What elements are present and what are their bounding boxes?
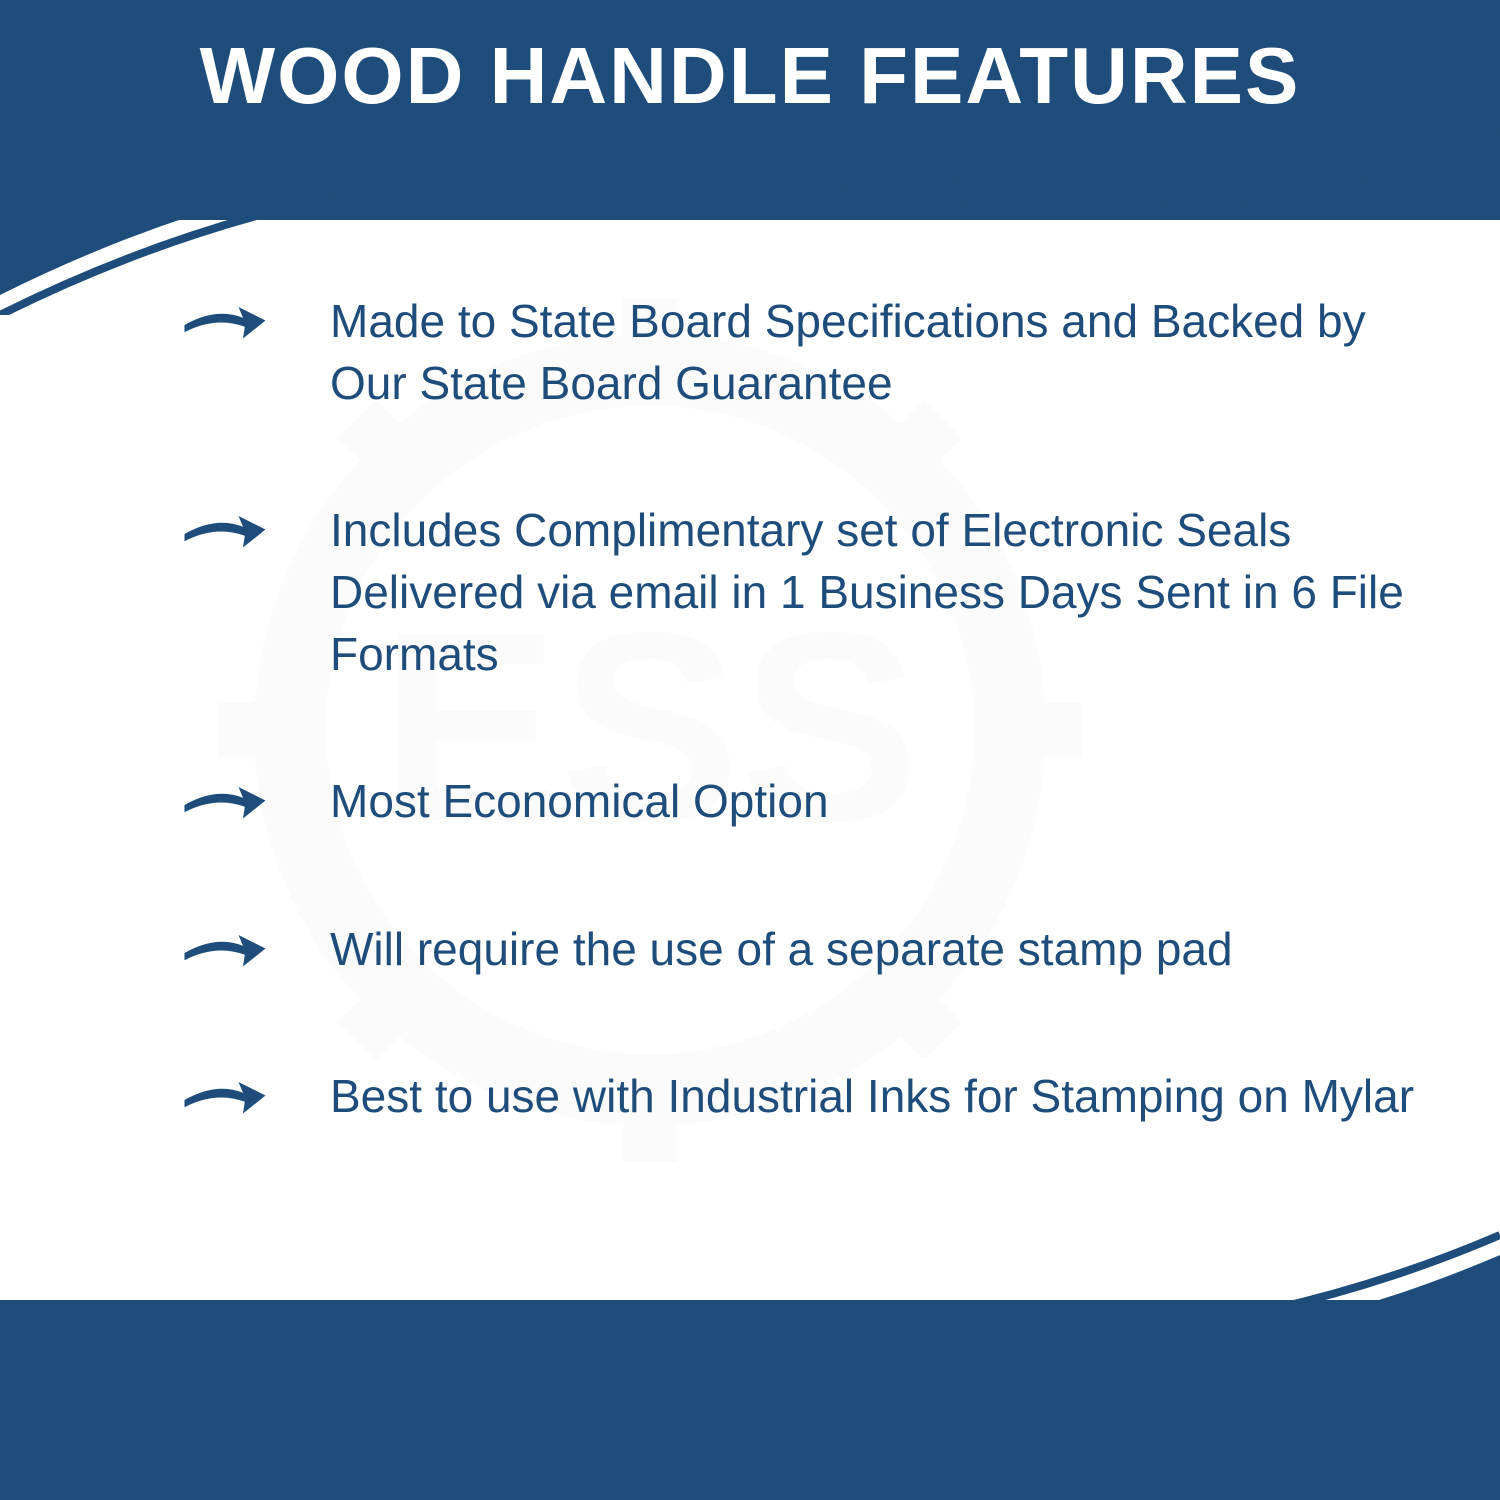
feature-text: Made to State Board Specifications and B… [330,290,1440,414]
page-title: WOOD HANDLE FEATURES [0,30,1500,122]
arrow-right-icon [180,1073,270,1118]
arrow-right-icon [180,778,270,823]
feature-text: Best to use with Industrial Inks for Sta… [330,1065,1414,1127]
feature-item: Made to State Board Specifications and B… [180,290,1440,414]
arrow-right-icon [180,926,270,971]
feature-item: Best to use with Industrial Inks for Sta… [180,1065,1440,1127]
feature-text: Most Economical Option [330,770,829,832]
feature-text: Includes Complimentary set of Electronic… [330,499,1440,685]
footer-band [0,1300,1500,1500]
features-list: Made to State Board Specifications and B… [180,290,1440,1212]
arrow-right-icon [180,298,270,343]
feature-item: Most Economical Option [180,770,1440,832]
feature-item: Will require the use of a separate stamp… [180,918,1440,980]
feature-text: Will require the use of a separate stamp… [330,918,1233,980]
arrow-right-icon [180,507,270,552]
feature-item: Includes Complimentary set of Electronic… [180,499,1440,685]
